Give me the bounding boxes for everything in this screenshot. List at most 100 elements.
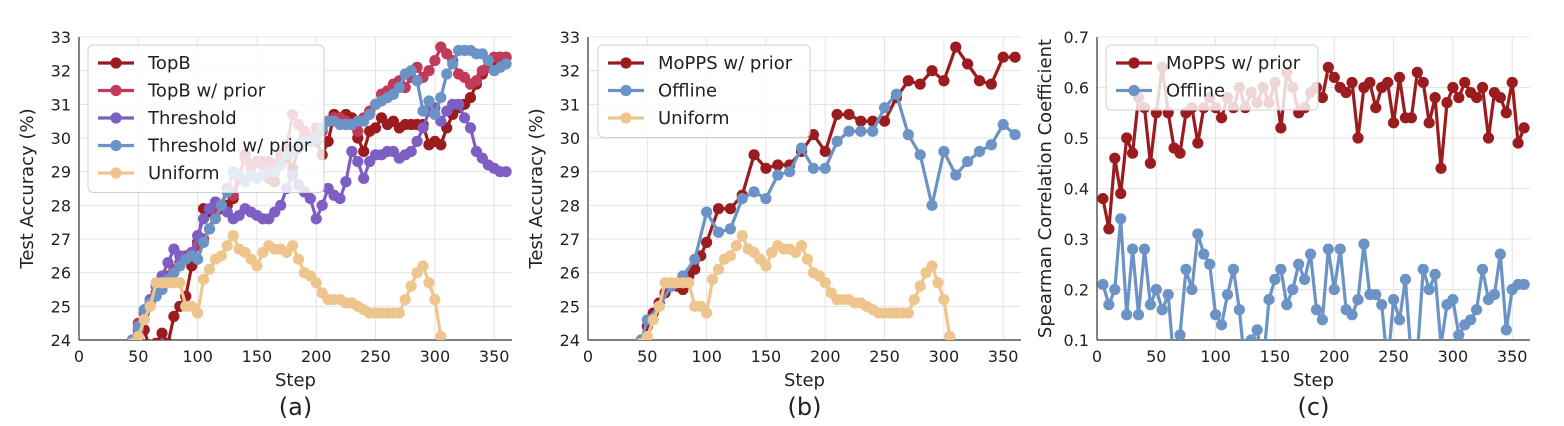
data-point bbox=[1221, 288, 1234, 301]
x-tick-label: 150 bbox=[1260, 347, 1291, 366]
legend-box bbox=[1105, 44, 1319, 111]
x-tick-label: 250 bbox=[869, 347, 900, 366]
legend-label: Uniform bbox=[148, 163, 220, 184]
data-point bbox=[867, 125, 879, 137]
data-point bbox=[1169, 360, 1180, 371]
legend-swatch-marker bbox=[620, 57, 632, 69]
data-point bbox=[304, 193, 316, 205]
data-point bbox=[322, 135, 334, 147]
plot-area bbox=[1097, 61, 1530, 371]
legend-label: TopB bbox=[147, 53, 191, 74]
data-point bbox=[784, 166, 796, 178]
data-point bbox=[712, 203, 725, 215]
data-point bbox=[1453, 329, 1465, 340]
data-point bbox=[1471, 92, 1483, 104]
data-point bbox=[1251, 324, 1263, 336]
data-point bbox=[1275, 122, 1287, 134]
legend: TopB TopB w/ prior Threshold Threshold w/ p… bbox=[87, 44, 325, 193]
data-point bbox=[1009, 129, 1021, 141]
data-point bbox=[1423, 283, 1435, 296]
data-point bbox=[926, 199, 938, 211]
data-point bbox=[724, 223, 736, 235]
data-point bbox=[197, 273, 210, 285]
data-point bbox=[1500, 324, 1512, 336]
data-point bbox=[168, 310, 180, 323]
y-tick-label: 0.5 bbox=[1064, 129, 1089, 148]
x-tick-label: 50 bbox=[1146, 347, 1166, 366]
legend-swatch-marker bbox=[110, 84, 122, 97]
x-tick-label: 50 bbox=[128, 347, 148, 366]
x-tick-label: 200 bbox=[1319, 347, 1350, 366]
data-point bbox=[807, 162, 819, 174]
y-tick-label: 25 bbox=[560, 297, 580, 316]
series-line bbox=[642, 234, 954, 340]
data-point bbox=[1476, 81, 1489, 94]
data-point bbox=[855, 125, 867, 137]
data-point bbox=[1115, 213, 1127, 225]
data-point bbox=[1138, 243, 1151, 255]
data-point bbox=[1512, 137, 1524, 149]
data-point bbox=[435, 139, 447, 151]
legend-item: Threshold w/ prior bbox=[98, 136, 312, 157]
series-offline bbox=[1097, 213, 1530, 371]
data-point bbox=[985, 78, 997, 90]
data-point bbox=[405, 280, 417, 292]
data-point bbox=[712, 263, 725, 275]
data-point bbox=[712, 226, 725, 238]
legend-label: Uniform bbox=[658, 108, 730, 129]
x-tick-label: 250 bbox=[360, 347, 391, 366]
data-point bbox=[1210, 309, 1222, 321]
x-tick-label: 300 bbox=[420, 347, 451, 366]
y-tick-label: 28 bbox=[51, 196, 71, 215]
data-point bbox=[641, 331, 653, 340]
data-point bbox=[1423, 117, 1435, 129]
data-point bbox=[1429, 268, 1441, 280]
x-tick-label: 350 bbox=[988, 347, 1019, 366]
legend-item: Uniform bbox=[98, 163, 220, 184]
data-point bbox=[1417, 76, 1429, 89]
data-point bbox=[1215, 112, 1228, 124]
data-point bbox=[1310, 304, 1323, 316]
data-point bbox=[163, 337, 173, 340]
y-tick-label: 33 bbox=[560, 28, 580, 47]
data-point bbox=[950, 41, 962, 53]
data-point bbox=[1103, 223, 1115, 235]
data-point bbox=[1109, 152, 1121, 164]
data-point bbox=[1299, 273, 1311, 285]
data-point bbox=[1518, 278, 1530, 291]
data-point bbox=[464, 122, 477, 134]
legend-label: Threshold bbox=[147, 108, 237, 129]
data-point bbox=[801, 253, 814, 265]
data-point bbox=[890, 88, 903, 100]
x-tick-label: 100 bbox=[182, 347, 213, 366]
data-point bbox=[706, 273, 719, 285]
data-point bbox=[973, 75, 986, 87]
data-point bbox=[819, 162, 831, 174]
data-point bbox=[997, 118, 1009, 131]
data-point bbox=[724, 250, 736, 262]
data-point bbox=[973, 145, 986, 158]
data-point bbox=[1322, 61, 1334, 73]
panel-label: (b) bbox=[788, 393, 822, 421]
legend-item: MoPPS w/ prior bbox=[608, 53, 793, 74]
y-axis-label: Spearman Correlation Coefficient bbox=[1035, 39, 1056, 338]
y-tick-label: 0.1 bbox=[1064, 331, 1089, 350]
data-point bbox=[1488, 288, 1501, 301]
series-offline bbox=[635, 88, 1021, 340]
plot-area bbox=[635, 41, 1021, 340]
data-point bbox=[760, 260, 772, 272]
data-point bbox=[393, 307, 405, 319]
data-point bbox=[174, 277, 186, 289]
data-point bbox=[1447, 81, 1459, 94]
legend-item: TopB w/ prior bbox=[98, 81, 266, 102]
data-point bbox=[482, 54, 494, 67]
data-point bbox=[429, 54, 441, 67]
legend-item: Threshold bbox=[98, 108, 237, 129]
y-tick-label: 0.7 bbox=[1064, 28, 1089, 47]
series-line bbox=[132, 102, 508, 340]
y-axis-label: Test Accuracy (%) bbox=[17, 108, 38, 269]
data-point bbox=[399, 294, 411, 306]
data-point bbox=[500, 166, 512, 178]
y-tick-label: 26 bbox=[560, 264, 580, 283]
data-point bbox=[772, 169, 784, 181]
